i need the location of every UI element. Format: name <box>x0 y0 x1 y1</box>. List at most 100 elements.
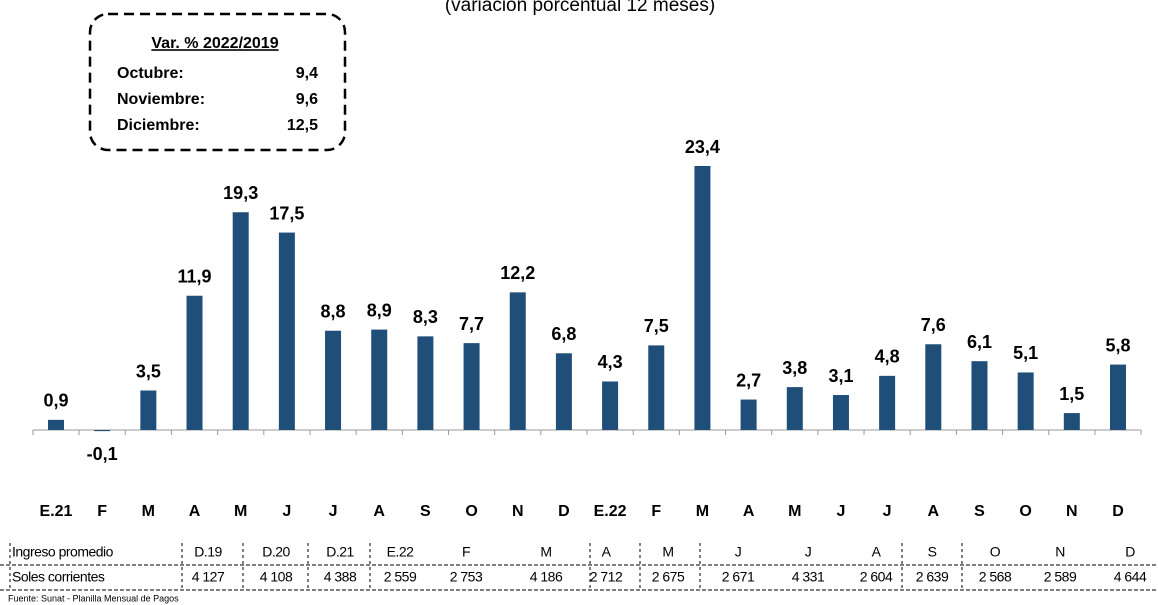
table-cell: A <box>872 544 882 560</box>
value-label: 11,9 <box>177 266 211 286</box>
bar <box>694 166 711 430</box>
value-label: 17,5 <box>269 203 304 223</box>
bar <box>1063 413 1080 430</box>
value-label: 6,8 <box>551 324 576 344</box>
value-label: 1,5 <box>1059 384 1084 404</box>
value-label: 4,3 <box>598 352 623 372</box>
value-label: 19,3 <box>223 183 258 203</box>
bar <box>325 330 342 430</box>
value-label: -0,1 <box>87 444 118 464</box>
bar <box>832 395 849 430</box>
value-label: 2,7 <box>736 370 761 390</box>
x-tick-label: A <box>928 503 940 520</box>
bar <box>786 387 803 430</box>
x-tick-label: M <box>234 503 247 520</box>
table-cell: S <box>928 544 937 560</box>
x-tick-label: M <box>788 503 801 520</box>
x-tick-label: D <box>1112 503 1124 520</box>
bar <box>278 232 295 430</box>
bar <box>417 336 434 430</box>
inset-value: 9,4 <box>296 65 318 82</box>
table-cell: M <box>540 544 551 560</box>
inset-label: Octubre: <box>117 65 184 82</box>
bar <box>186 295 203 430</box>
x-tick-label: F <box>97 503 107 520</box>
x-tick-label: N <box>512 503 524 520</box>
value-label: 7,6 <box>921 315 946 335</box>
table-cell: N <box>1055 544 1065 560</box>
table-cell: 2 712 <box>590 569 623 585</box>
x-tick-label: D <box>558 503 570 520</box>
table-cell: D.21 <box>326 544 354 560</box>
table-cell: A <box>602 544 612 560</box>
table-cell: 4 186 <box>530 569 563 585</box>
bar <box>602 381 619 430</box>
value-label: 8,3 <box>413 307 438 327</box>
value-label: 0,9 <box>43 391 68 411</box>
x-tick-label: S <box>420 503 431 520</box>
bar <box>140 390 157 430</box>
bar <box>48 419 64 430</box>
table-cell: 4 108 <box>260 569 293 585</box>
value-label: 4,8 <box>875 347 900 367</box>
inset-value: 12,5 <box>287 117 318 134</box>
bar <box>925 344 942 430</box>
value-label: 8,8 <box>321 301 346 321</box>
x-tick-label: E.21 <box>40 503 73 520</box>
table-cell: 2 559 <box>384 569 417 585</box>
x-tick-label: A <box>743 503 755 520</box>
value-label: 7,5 <box>644 316 669 336</box>
table-cell: D.19 <box>194 544 222 560</box>
table-cell: 2 639 <box>916 569 949 585</box>
x-tick-label: N <box>1066 503 1078 520</box>
inset-box <box>88 12 347 152</box>
value-label: 3,5 <box>136 361 161 381</box>
inset-label: Diciembre: <box>117 117 200 134</box>
value-label: 6,1 <box>967 332 992 352</box>
table-cell: O <box>990 544 1001 560</box>
table-cell: 4 644 <box>1114 569 1147 585</box>
x-tick-label: M <box>696 503 709 520</box>
x-tick-label: M <box>142 503 155 520</box>
bar <box>1017 372 1034 430</box>
x-tick-label: E.22 <box>594 503 627 520</box>
x-tick-label: O <box>1019 503 1031 520</box>
table-cell: 4 127 <box>192 569 225 585</box>
inset-label: Noviembre: <box>117 91 205 108</box>
table-cell: J <box>805 544 812 560</box>
inset-title: Var. % 2022/2019 <box>151 35 278 52</box>
x-tick-label: F <box>651 503 661 520</box>
table-cell: F <box>462 544 470 560</box>
x-tick-label: J <box>883 503 892 520</box>
value-label: 12,2 <box>500 263 535 283</box>
x-tick-label: J <box>282 503 291 520</box>
bar <box>509 292 526 430</box>
x-tick-label: O <box>465 503 477 520</box>
inset-value: 9,6 <box>296 91 318 108</box>
bar <box>463 343 480 430</box>
table-row-label: Ingreso promedio <box>12 544 114 560</box>
value-label: 3,8 <box>782 358 807 378</box>
value-label: 8,9 <box>367 300 392 320</box>
table-cell: 2 568 <box>979 569 1012 585</box>
x-tick-label: S <box>974 503 985 520</box>
bar <box>648 345 665 430</box>
table-cell: E.22 <box>387 544 415 560</box>
bar <box>371 329 388 430</box>
source-note: Fuente: Sunat - Planilla Mensual de Pago… <box>8 593 179 603</box>
table-cell: 2 589 <box>1044 569 1077 585</box>
value-label: 23,4 <box>685 137 720 157</box>
x-tick-label: J <box>837 503 846 520</box>
table-cell: 2 675 <box>652 569 685 585</box>
bar <box>879 375 896 430</box>
table-cell: 4 331 <box>792 569 825 585</box>
table-cell: D <box>1125 544 1135 560</box>
bar <box>1110 364 1126 430</box>
value-label: 5,8 <box>1105 335 1130 355</box>
x-tick-label: A <box>189 503 201 520</box>
table-cell: 2 671 <box>722 569 755 585</box>
x-tick-label: J <box>329 503 338 520</box>
table-row-label: Soles corrientes <box>12 569 105 585</box>
